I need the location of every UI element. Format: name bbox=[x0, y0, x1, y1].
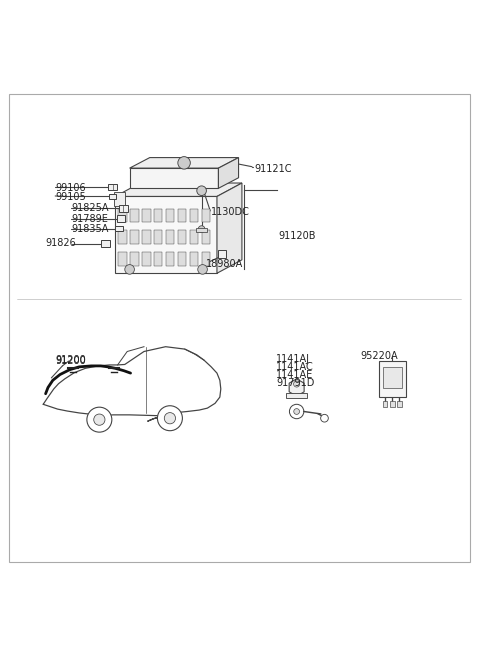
Circle shape bbox=[198, 265, 207, 274]
Bar bbox=[119, 205, 128, 212]
Circle shape bbox=[157, 405, 182, 431]
Bar bbox=[178, 231, 186, 244]
Text: 91825A: 91825A bbox=[71, 204, 108, 214]
Text: 91791D: 91791D bbox=[276, 378, 314, 388]
Circle shape bbox=[294, 409, 300, 415]
Bar bbox=[196, 228, 207, 231]
Bar bbox=[117, 215, 125, 221]
Circle shape bbox=[294, 381, 300, 387]
Polygon shape bbox=[289, 379, 304, 396]
Circle shape bbox=[197, 186, 206, 195]
Text: 91200: 91200 bbox=[55, 356, 86, 366]
Bar bbox=[142, 208, 151, 221]
Bar bbox=[379, 361, 406, 397]
Bar bbox=[118, 252, 127, 265]
Bar bbox=[178, 252, 186, 265]
Bar bbox=[115, 226, 123, 231]
Text: 91121C: 91121C bbox=[254, 164, 292, 174]
Text: 18980A: 18980A bbox=[206, 259, 244, 269]
Bar bbox=[109, 194, 116, 199]
Bar bbox=[202, 231, 210, 244]
Bar bbox=[190, 231, 198, 244]
Bar bbox=[166, 252, 174, 265]
Circle shape bbox=[94, 414, 105, 425]
Bar bbox=[190, 252, 198, 265]
Bar bbox=[202, 208, 210, 221]
Circle shape bbox=[321, 415, 328, 422]
Text: 91826: 91826 bbox=[46, 238, 76, 248]
Bar bbox=[118, 208, 127, 221]
Polygon shape bbox=[130, 168, 218, 188]
Bar bbox=[202, 252, 210, 265]
Bar bbox=[166, 231, 174, 244]
Bar bbox=[218, 250, 226, 258]
Bar bbox=[383, 401, 387, 407]
Bar bbox=[142, 252, 151, 265]
Bar bbox=[178, 208, 186, 221]
Text: 91200: 91200 bbox=[55, 355, 86, 365]
Text: 99105: 99105 bbox=[55, 192, 86, 202]
Bar bbox=[397, 401, 402, 407]
Bar bbox=[166, 208, 174, 221]
Bar bbox=[114, 192, 125, 206]
Circle shape bbox=[178, 157, 191, 169]
Text: 91835A: 91835A bbox=[71, 223, 108, 234]
Circle shape bbox=[164, 413, 176, 424]
Polygon shape bbox=[217, 183, 242, 273]
Bar bbox=[130, 231, 139, 244]
Bar bbox=[154, 252, 163, 265]
Polygon shape bbox=[115, 183, 242, 196]
Text: 91789E: 91789E bbox=[71, 214, 108, 223]
Polygon shape bbox=[115, 196, 217, 273]
Bar bbox=[101, 240, 110, 247]
Polygon shape bbox=[218, 158, 239, 188]
Text: 1141AE: 1141AE bbox=[276, 370, 313, 380]
Circle shape bbox=[87, 407, 112, 432]
Text: 95220A: 95220A bbox=[360, 351, 398, 362]
Bar bbox=[142, 231, 151, 244]
Circle shape bbox=[125, 265, 134, 274]
Bar bbox=[130, 252, 139, 265]
Bar bbox=[383, 367, 402, 388]
Text: 99106: 99106 bbox=[55, 183, 86, 193]
Bar bbox=[390, 401, 395, 407]
Text: 91120B: 91120B bbox=[278, 231, 316, 241]
Bar bbox=[130, 208, 139, 221]
Text: 1141AC: 1141AC bbox=[276, 362, 314, 372]
Bar bbox=[108, 184, 117, 190]
Circle shape bbox=[198, 226, 205, 233]
Polygon shape bbox=[130, 158, 239, 168]
Bar bbox=[154, 231, 163, 244]
Text: 1141AJ: 1141AJ bbox=[276, 354, 310, 364]
Text: 1130DC: 1130DC bbox=[211, 207, 250, 217]
Bar bbox=[118, 231, 127, 244]
Bar bbox=[286, 393, 307, 398]
Circle shape bbox=[289, 404, 304, 419]
Bar bbox=[154, 208, 163, 221]
Bar bbox=[190, 208, 198, 221]
